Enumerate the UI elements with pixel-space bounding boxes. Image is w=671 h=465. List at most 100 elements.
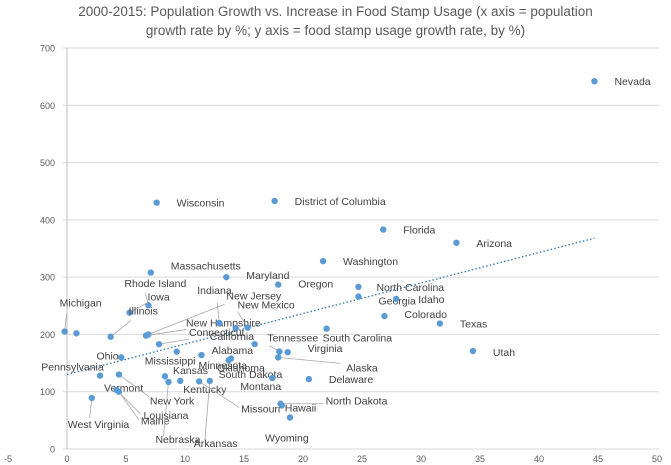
data-label-california: California: [210, 331, 255, 343]
data-point-virginia: [284, 348, 291, 356]
data-point-arizona: [453, 239, 460, 246]
leader-line-new-jersey: [148, 304, 225, 335]
data-label-wyoming: Wyoming: [265, 432, 309, 444]
y-tick-label: 500: [40, 158, 55, 168]
data-point-michigan: [61, 328, 68, 335]
data-point-georgia: [355, 293, 362, 300]
data-point-new-mexico: [244, 324, 251, 331]
leader-line-iowa: [129, 302, 148, 314]
data-label-rhode-island: Rhode Island: [124, 278, 186, 290]
leader-line-maine: [118, 391, 140, 420]
x-tick-label: 50: [652, 454, 662, 464]
data-label-south-dakota: South Dakota: [219, 369, 283, 381]
x-tick-label: 30: [416, 454, 426, 464]
data-label-mississippi: Mississippi: [145, 356, 196, 368]
data-point-hawaii: [278, 402, 285, 409]
data-point-pennsylvania: [118, 354, 125, 361]
data-point-minnesota: [198, 351, 205, 359]
y-tick-label: 200: [40, 330, 55, 340]
data-label-colorado: Colorado: [404, 309, 447, 321]
x-tick-label: 20: [298, 454, 308, 464]
data-label-district-of-columbia: District of Columbia: [295, 196, 386, 208]
data-label-tennessee: Tennessee: [267, 333, 318, 345]
data-label-nebraska: Nebraska: [155, 434, 200, 446]
data-label-delaware: Delaware: [329, 374, 374, 386]
data-point-north-carolina: [355, 283, 362, 291]
data-label-massachusetts: Massachusetts: [171, 261, 241, 273]
data-label-maryland: Maryland: [246, 270, 289, 282]
x-tick-label: 0: [64, 454, 69, 464]
data-point-district-of-columbia: [271, 197, 278, 205]
x-tick-label: 15: [239, 454, 249, 464]
data-label-virginia: Virginia: [308, 343, 343, 355]
leader-line-illinois: [110, 320, 131, 338]
data-label-new-hampshire: New Hampshire: [186, 318, 261, 330]
data-point-arkansas: [206, 377, 213, 385]
data-label-iowa: Iowa: [148, 292, 170, 304]
data-point-missouri: [195, 378, 203, 385]
leader-line-missouri: [198, 381, 240, 408]
data-point-oregon: [275, 281, 282, 288]
leader-line-indiana: [216, 302, 220, 324]
data-point-alabama: [251, 340, 258, 348]
data-point-utah: [469, 347, 477, 355]
data-point-kentucky: [177, 377, 184, 385]
data-label-alaska: Alaska: [346, 362, 378, 374]
leader-line-new-york: [118, 374, 150, 397]
data-label-kansas: Kansas: [173, 365, 208, 377]
data-point-wisconsin: [153, 199, 160, 206]
leader-line-nebraska: [163, 381, 169, 437]
data-point-alaska: [275, 354, 282, 361]
data-label-wisconsin: Wisconsin: [177, 198, 225, 210]
data-point-iowa: [126, 309, 133, 316]
data-point-texas: [436, 320, 444, 327]
data-label-illinois: Illinois: [129, 306, 158, 318]
data-label-alabama: Alabama: [212, 345, 254, 357]
data-point-idaho: [393, 295, 400, 303]
data-point-ohio: [73, 330, 80, 337]
data-label-connecticut: Connecticut: [189, 327, 245, 339]
data-point-west-virginia: [88, 394, 95, 402]
data-point-massachusetts: [147, 269, 154, 276]
leader-line-new-hampshire: [146, 329, 187, 336]
data-point-rhode-island: [145, 302, 152, 309]
data-point-california: [232, 324, 239, 332]
data-label-ohio: Ohio: [96, 350, 118, 362]
data-label-south-carolina: South Carolina: [323, 333, 393, 345]
data-point-vermont: [96, 372, 104, 379]
data-label-utah: Utah: [493, 347, 515, 359]
data-point-tennessee: [276, 348, 283, 355]
data-label-new-mexico: New Mexico: [238, 300, 295, 312]
data-label-florida: Florida: [403, 225, 435, 237]
data-point-new-york: [115, 371, 123, 378]
y-tick-label: 300: [40, 273, 55, 283]
y-tick-label: 700: [40, 44, 55, 54]
x-tick-label: 40: [534, 454, 544, 464]
data-point-delaware: [305, 375, 313, 383]
x-tick-label: 10: [180, 454, 190, 464]
data-label-nevada: Nevada: [614, 76, 650, 88]
data-label-washington: Washington: [343, 256, 398, 268]
x-tick-label: 5: [123, 454, 128, 464]
data-point-nebraska: [165, 378, 172, 386]
data-label-indiana: Indiana: [197, 285, 232, 297]
data-label-hawaii: Hawaii: [285, 402, 317, 414]
data-label-north-carolina: North Carolina: [376, 282, 444, 294]
data-label-vermont: Vermont: [104, 383, 143, 395]
leader-line-connecticut: [158, 338, 190, 345]
chart-title-line-1: 2000-2015: Population Growth vs. Increas…: [78, 4, 593, 19]
y-tick-label: 400: [40, 215, 55, 225]
data-label-louisiana: Louisiana: [144, 410, 189, 422]
data-point-florida: [380, 226, 387, 233]
leader-line-alaska: [278, 356, 341, 364]
data-label-texas: Texas: [460, 319, 487, 331]
y-tick-label: 0: [50, 445, 55, 455]
data-label-oklahoma: Oklahoma: [217, 362, 265, 374]
y-tick-label: 100: [40, 387, 55, 397]
data-point-illinois: [107, 333, 114, 340]
data-point-maine: [115, 388, 123, 395]
x-tick-label: 45: [593, 454, 603, 464]
data-label-oregon: Oregon: [298, 279, 333, 291]
